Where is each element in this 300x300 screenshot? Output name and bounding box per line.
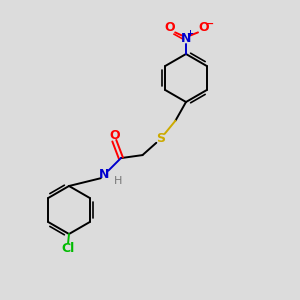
Text: O: O	[164, 21, 175, 34]
Text: H: H	[114, 176, 122, 186]
Text: O: O	[198, 21, 209, 34]
Text: +: +	[186, 29, 194, 38]
Text: O: O	[109, 129, 120, 142]
Text: N: N	[99, 168, 110, 181]
Text: N: N	[181, 32, 191, 46]
Text: −: −	[205, 18, 215, 28]
Text: Cl: Cl	[61, 242, 74, 255]
Text: S: S	[156, 132, 165, 145]
